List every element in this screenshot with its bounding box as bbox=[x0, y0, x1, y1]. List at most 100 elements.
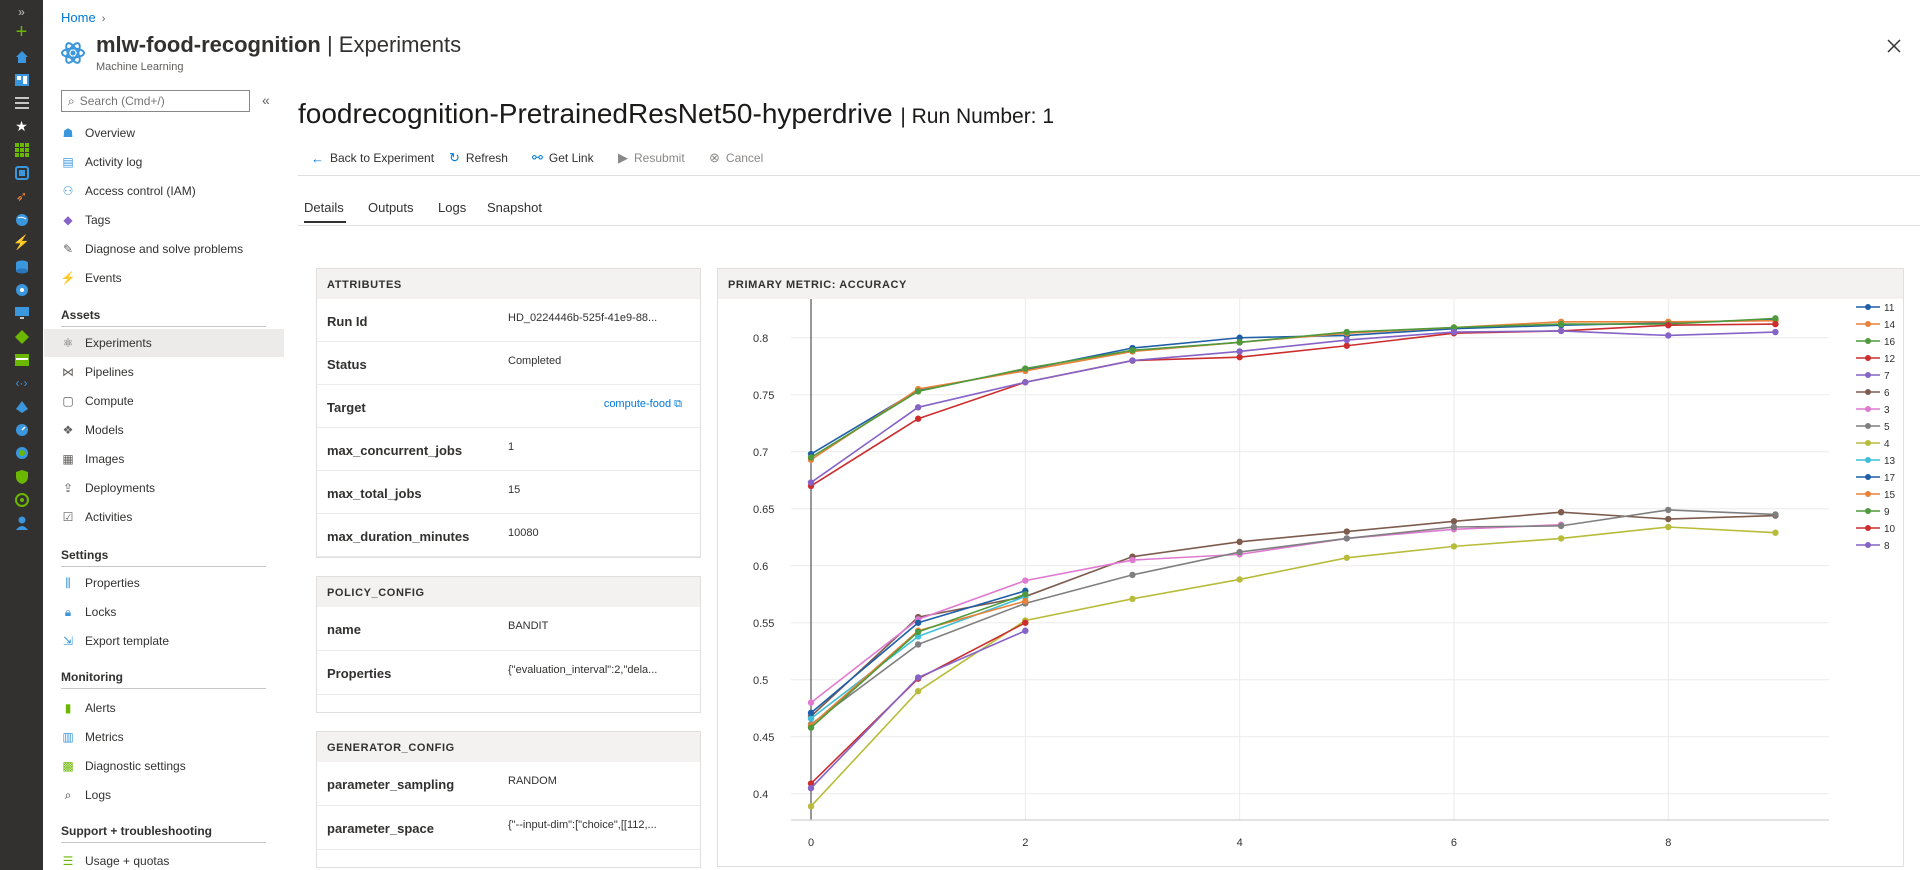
data-point[interactable] bbox=[1236, 339, 1243, 346]
function-app-icon[interactable]: ⚡ bbox=[12, 234, 31, 250]
resubmit-button[interactable]: ▶ Resubmit bbox=[618, 150, 685, 166]
globe-icon[interactable] bbox=[12, 210, 31, 229]
menu-item-deployments[interactable]: ⇪ Deployments bbox=[44, 474, 284, 502]
menu-item-activities[interactable]: ☑ Activities bbox=[44, 503, 284, 531]
cosmos-db-icon[interactable] bbox=[12, 280, 31, 299]
data-point[interactable] bbox=[1665, 332, 1672, 339]
create-resource-icon[interactable]: + bbox=[15, 21, 28, 43]
menu-item-export-template[interactable]: ⇲ Export template bbox=[44, 627, 284, 655]
data-point[interactable] bbox=[1772, 315, 1779, 322]
legend-item-12[interactable]: 12 bbox=[1856, 354, 1896, 365]
data-point[interactable] bbox=[1557, 535, 1565, 542]
data-point[interactable] bbox=[1450, 328, 1458, 336]
legend-item-7[interactable]: 7 bbox=[1856, 371, 1890, 382]
resource-groups-icon[interactable] bbox=[12, 163, 31, 182]
data-point[interactable] bbox=[914, 687, 922, 695]
data-point[interactable] bbox=[1129, 571, 1136, 579]
data-point[interactable] bbox=[1772, 320, 1779, 328]
series-14[interactable] bbox=[807, 317, 1779, 463]
data-point[interactable] bbox=[807, 784, 815, 792]
data-point[interactable] bbox=[1772, 328, 1779, 336]
close-button[interactable] bbox=[1884, 36, 1904, 56]
menu-item-alerts[interactable]: ▮ Alerts bbox=[44, 694, 284, 722]
data-point[interactable] bbox=[1129, 595, 1136, 603]
data-point[interactable] bbox=[1022, 591, 1029, 598]
data-point[interactable] bbox=[807, 724, 815, 731]
data-point[interactable] bbox=[1557, 508, 1565, 516]
menu-item-access-control-iam[interactable]: ⚇ Access control (IAM) bbox=[44, 177, 284, 205]
data-point[interactable] bbox=[1557, 522, 1565, 530]
legend-item-17[interactable]: 17 bbox=[1856, 473, 1896, 484]
menu-item-tags[interactable]: ◆ Tags bbox=[44, 206, 284, 234]
data-point[interactable] bbox=[807, 699, 815, 706]
data-point[interactable] bbox=[914, 415, 922, 422]
refresh-button[interactable]: ↻ Refresh bbox=[449, 150, 508, 166]
data-point[interactable] bbox=[1450, 523, 1458, 531]
data-point[interactable] bbox=[914, 619, 922, 626]
series-6[interactable] bbox=[807, 508, 1779, 720]
data-point[interactable] bbox=[1236, 576, 1243, 583]
data-point[interactable] bbox=[1450, 324, 1458, 331]
menu-item-overview[interactable]: ☗ Overview bbox=[44, 119, 284, 147]
legend-item-3[interactable]: 3 bbox=[1856, 405, 1890, 416]
menu-item-logs[interactable]: ⌕ Logs bbox=[44, 781, 284, 809]
data-point[interactable] bbox=[1557, 320, 1565, 328]
legend-item-15[interactable]: 15 bbox=[1856, 490, 1896, 501]
menu-item-experiments[interactable]: ⚛ Experiments bbox=[44, 329, 284, 357]
data-point[interactable] bbox=[1129, 357, 1136, 364]
cancel-button[interactable]: ⊗ Cancel bbox=[709, 150, 763, 166]
data-point[interactable] bbox=[1557, 327, 1565, 335]
data-point[interactable] bbox=[1343, 342, 1350, 349]
menu-item-diagnostic-settings[interactable]: ▩ Diagnostic settings bbox=[44, 752, 284, 780]
virtual-networks-icon[interactable]: ‹·› bbox=[15, 375, 28, 390]
data-point[interactable] bbox=[1343, 528, 1350, 535]
data-point[interactable] bbox=[807, 780, 815, 787]
get-link-button[interactable]: ⚯ Get Link bbox=[532, 150, 594, 166]
quickstart-rocket-icon[interactable]: ➶ bbox=[15, 188, 28, 204]
data-point[interactable] bbox=[1665, 322, 1672, 329]
data-point[interactable] bbox=[807, 803, 815, 810]
data-point[interactable] bbox=[1236, 538, 1243, 546]
series-5[interactable] bbox=[807, 506, 1779, 728]
back-to-experiment-button[interactable]: ← Back to Experiment bbox=[311, 150, 434, 166]
menu-item-images[interactable]: ▦ Images bbox=[44, 445, 284, 473]
legend-item-13[interactable]: 13 bbox=[1856, 456, 1896, 467]
data-point[interactable] bbox=[1236, 353, 1243, 361]
data-point[interactable] bbox=[1343, 328, 1350, 336]
data-point[interactable] bbox=[914, 628, 922, 636]
menu-item-usage-quotas[interactable]: ☰ Usage + quotas bbox=[44, 847, 284, 870]
expand-menu-icon[interactable]: » bbox=[18, 4, 25, 19]
data-point[interactable] bbox=[1343, 554, 1350, 561]
menu-item-properties[interactable]: ⫼ Properties bbox=[44, 569, 284, 597]
attribute-value-text[interactable]: compute-food bbox=[603, 398, 672, 410]
data-point[interactable] bbox=[914, 674, 922, 681]
series-8[interactable] bbox=[807, 627, 1029, 792]
menu-item-compute[interactable]: ▢ Compute bbox=[44, 387, 284, 415]
tab-details[interactable]: Details bbox=[304, 200, 344, 215]
data-point[interactable] bbox=[1022, 619, 1029, 626]
menu-item-activity-log[interactable]: ▤ Activity log bbox=[44, 148, 284, 176]
data-point[interactable] bbox=[1665, 515, 1672, 523]
legend-item-4[interactable]: 4 bbox=[1856, 439, 1890, 450]
legend-item-14[interactable]: 14 bbox=[1856, 320, 1896, 331]
menu-item-metrics[interactable]: ▥ Metrics bbox=[44, 723, 284, 751]
tab-logs[interactable]: Logs bbox=[438, 200, 467, 215]
advisor-icon[interactable] bbox=[12, 443, 31, 462]
legend-item-8[interactable]: 8 bbox=[1856, 541, 1890, 552]
data-point[interactable] bbox=[1450, 518, 1458, 525]
data-point[interactable] bbox=[1129, 556, 1136, 564]
data-point[interactable] bbox=[1022, 577, 1029, 584]
home-icon[interactable] bbox=[12, 47, 31, 66]
menu-search-input[interactable] bbox=[79, 94, 240, 108]
series-13[interactable] bbox=[807, 593, 1029, 722]
data-point[interactable] bbox=[1343, 535, 1350, 542]
legend-item-11[interactable]: 11 bbox=[1856, 303, 1895, 314]
collapse-menu-icon[interactable]: « bbox=[262, 92, 270, 108]
favorites-star-icon[interactable]: ★ bbox=[15, 118, 28, 134]
cost-management-icon[interactable] bbox=[12, 490, 31, 509]
data-point[interactable] bbox=[1022, 365, 1029, 372]
active-directory-icon[interactable] bbox=[12, 397, 31, 416]
data-point[interactable] bbox=[807, 715, 815, 722]
menu-item-locks[interactable]: 🔒︎ Locks bbox=[44, 598, 284, 626]
legend-item-5[interactable]: 5 bbox=[1856, 422, 1890, 433]
